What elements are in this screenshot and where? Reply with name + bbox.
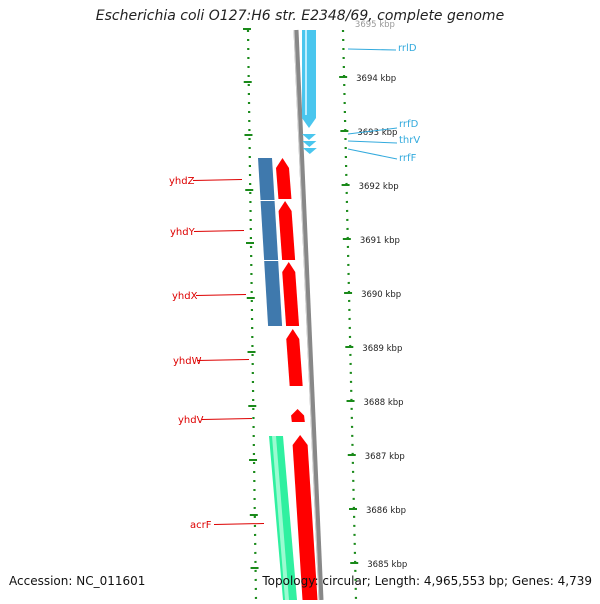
rna-feature-rrlD bbox=[302, 30, 316, 128]
cds-arrow bbox=[291, 409, 305, 422]
gene-leader-line bbox=[347, 127, 398, 135]
accession-text: Accession: NC_011601 bbox=[9, 574, 146, 588]
scale-tick-label: 3693 kbp bbox=[357, 128, 397, 138]
cds-arrow bbox=[292, 435, 318, 600]
gene-label-acrF: acrF bbox=[190, 520, 212, 531]
gene-label-yhdZ: yhdZ bbox=[169, 176, 195, 187]
scale-tick-label: 3686 kbp bbox=[366, 506, 406, 516]
scale-tick-label: 3685 kbp bbox=[367, 560, 407, 570]
scale-tick-label: 3690 kbp bbox=[361, 290, 401, 300]
cds-arrow bbox=[282, 262, 300, 326]
gene-label-rrfF: rrfF bbox=[399, 153, 417, 164]
gene-label-yhdV: yhdV bbox=[178, 415, 204, 426]
gene-leader-line bbox=[193, 230, 245, 232]
topology-summary: Topology: circular; Length: 4,965,553 bp… bbox=[262, 574, 592, 588]
map-title: Escherichia coli O127:H6 str. E2348/69, … bbox=[95, 8, 505, 24]
scale-tick-label: 3691 kbp bbox=[360, 236, 400, 246]
cds-arrow bbox=[286, 329, 303, 386]
gene-leader-line bbox=[201, 418, 253, 420]
scale-group: 3695 kbp 3694 kbp 3693 kbp 3692 kbp 3691 kbp… bbox=[339, 20, 407, 570]
gene-leader-line bbox=[347, 48, 397, 51]
ruler-outer bbox=[341, 29, 358, 601]
blast-hit-blue bbox=[260, 201, 279, 260]
backbone-line bbox=[293, 29, 324, 601]
scale-tick-label: 3689 kbp bbox=[362, 344, 402, 354]
gene-leader-line bbox=[213, 523, 265, 525]
cds-arrow bbox=[278, 201, 296, 260]
scale-tick-label: 3688 kbp bbox=[364, 398, 404, 408]
gene-label-rrlD: rrlD bbox=[398, 43, 417, 54]
rna-feature-chevron bbox=[302, 148, 317, 154]
gene-label-rrfD: rrfD bbox=[399, 119, 419, 130]
ruler-group bbox=[242, 28, 358, 601]
scale-tick-label: 3694 kbp bbox=[356, 74, 396, 84]
cds-arrow bbox=[276, 158, 292, 199]
blast-hit-green-shine bbox=[272, 436, 289, 600]
gene-leader-line bbox=[192, 179, 243, 181]
scale-tick-label: 3692 kbp bbox=[359, 182, 399, 192]
scale-tick-label: 3695 kbp bbox=[355, 20, 395, 30]
scale-tick-label: 3687 kbp bbox=[365, 452, 405, 462]
gene-label-yhdY: yhdY bbox=[170, 227, 196, 238]
gene-label-thrV: thrV bbox=[399, 135, 420, 146]
gene-leader-line bbox=[347, 148, 398, 160]
gene-leader-line bbox=[196, 359, 250, 361]
feature-group bbox=[258, 30, 318, 600]
gene-label-yhdW: yhdW bbox=[173, 356, 202, 367]
label-group: yhdZ yhdY yhdX yhdW yhdV acrF rrlD rrfD thrV rrfF bbox=[169, 43, 420, 531]
blast-hit-blue bbox=[258, 158, 275, 200]
gene-leader-line bbox=[195, 294, 247, 296]
rna-feature-chevron bbox=[302, 141, 317, 147]
gene-label-yhdX: yhdX bbox=[172, 291, 198, 302]
backbone-highlight bbox=[293, 29, 320, 601]
rna-feature-chevron bbox=[302, 134, 316, 140]
blast-hit-blue bbox=[264, 261, 283, 326]
gene-leader-line bbox=[347, 140, 398, 144]
backbone bbox=[293, 29, 324, 601]
